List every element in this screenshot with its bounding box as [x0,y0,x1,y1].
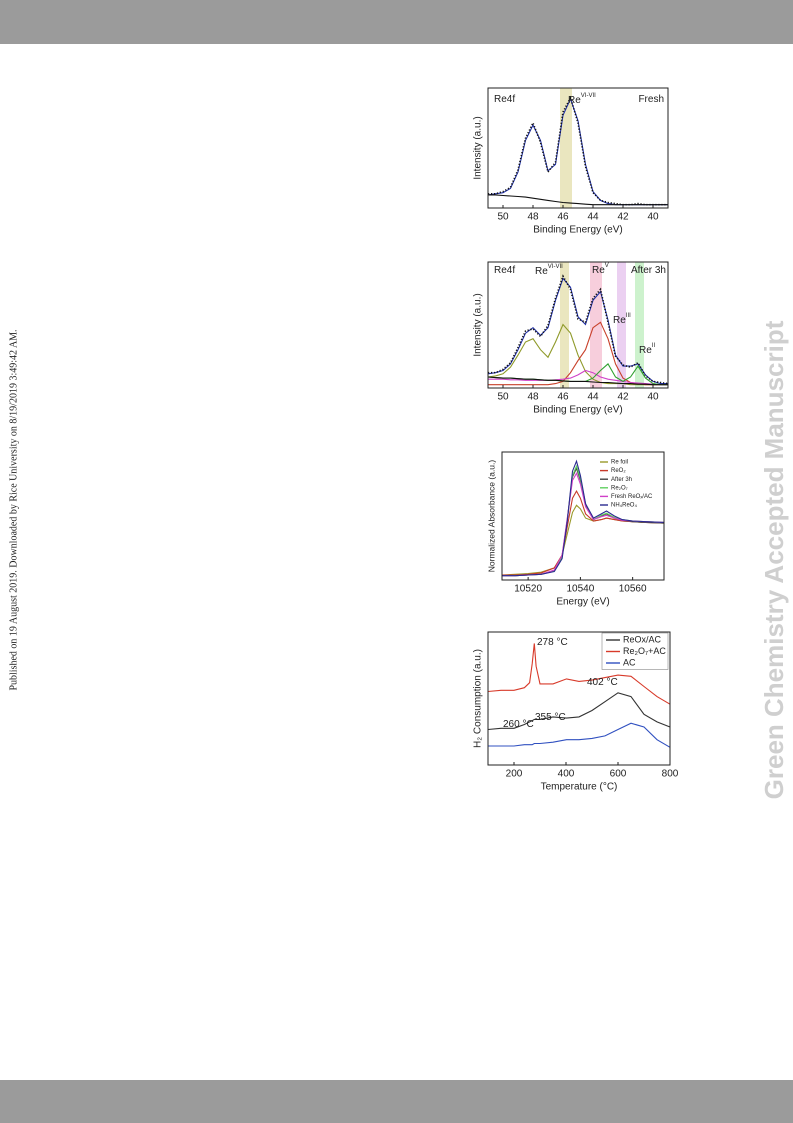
legend-label: ReO₂ [611,468,626,474]
annotation-text: 402 °C [587,677,618,688]
annotation: Re4f [494,94,515,105]
plot-frame [487,87,669,209]
x-tick-label: 40 [647,212,659,223]
chart: 50 48 46 44 42 40 Binding Energy (eV) Intensity… [473,261,669,416]
legend-label: ReOx/AC [623,634,662,644]
data-line [488,95,668,206]
x-axis-label: Energy (eV) [556,597,609,608]
annotation-text: Re [592,265,605,276]
annotation-superscript: VI-VII [581,93,596,99]
x-tick-label: 10520 [514,584,542,595]
x-tick-label: 42 [617,212,629,223]
data-line [488,194,668,206]
data-line [487,376,668,386]
annotation-text: Fresh [638,94,664,105]
annotation: ReV [592,263,609,276]
download-note: Published on 19 August 2019. Downloaded … [8,329,19,690]
legend-label: Re foil [611,460,628,466]
annotation: 260 °C [503,719,534,730]
x-tick-label: 800 [662,769,679,780]
x-tick-label: 50 [497,392,509,403]
legend-label: NH₄ReO₄ [611,503,637,509]
x-tick-label: 40 [647,392,659,403]
x-tick-label: 200 [506,769,523,780]
annotation-superscript: V [605,263,609,269]
chart: 200 400 600 800 Temperature (°C) H₂ Consumpti… [473,631,679,793]
annotation: Fresh [638,94,664,105]
annotation-text: Re [568,95,581,106]
data-line [488,274,669,385]
y-axis-label: H₂ Consumption (a.u.) [473,649,484,748]
data-line [487,643,671,705]
x-axis-label: Temperature (°C) [541,782,618,793]
annotation-text: 355 °C [535,712,566,723]
data-line [488,369,668,386]
annotation-text: Re [613,315,626,326]
x-tick-label: 50 [497,212,509,223]
legend-label: Fresh ReOₓ/AC [611,494,653,500]
annotation-text: Re [535,266,548,277]
plot-frame [487,631,671,766]
highlight-band [635,262,644,388]
plot-frame [501,451,665,581]
data-line [501,504,665,576]
annotation-text: Re [639,345,652,356]
annotation: Re4f [494,265,515,276]
annotation: 355 °C [535,712,566,723]
data-line [487,277,668,385]
chart: 10520 10540 10560 Energy (eV) Normalized Abs… [486,451,665,608]
annotation-superscript: III [626,313,631,319]
data-line [502,466,665,577]
x-axis-label: Binding Energy (eV) [533,225,623,236]
annotation-text: 278 °C [537,637,568,648]
x-tick-label: 10560 [619,584,647,595]
chart: 50 48 46 44 42 40 Binding Energy (eV) Intensity… [473,87,669,236]
annotation: ReIII [613,313,631,326]
data-line [487,97,668,206]
annotation-text: 260 °C [503,719,534,730]
x-tick-label: 48 [527,212,539,223]
x-tick-label: 400 [558,769,575,780]
data-line [502,489,665,576]
annotation-text: After 3h [631,265,666,276]
footer-bar [0,1080,793,1123]
annotation: ReVI-VII [568,93,596,106]
y-axis-label: Intensity (a.u.) [473,116,484,179]
legend-label: Re₂O₇ [611,485,628,491]
legend-label: Re₂O₇+AC [623,646,666,656]
header-bar [0,0,793,44]
x-tick-label: 46 [557,392,569,403]
annotation-text: Re4f [494,94,515,105]
highlight-band [560,262,569,388]
highlight-band [617,262,626,388]
data-line [488,722,671,748]
data-line [502,459,665,577]
x-tick-label: 46 [557,212,569,223]
x-tick-label: 10540 [566,584,594,595]
annotation: 278 °C [537,637,568,648]
annotation: ReVI-VII [535,264,563,277]
x-tick-label: 42 [617,392,629,403]
x-axis-label: Binding Energy (eV) [533,405,623,416]
y-axis-label: Intensity (a.u.) [473,293,484,356]
annotation-superscript: II [652,343,656,349]
annotation-superscript: VI-VII [548,264,563,270]
data-line [487,692,671,731]
legend-label: AC [623,657,636,667]
y-axis-label: Normalized Absorbance (a.u.) [486,460,496,573]
plot-frame [487,261,669,389]
annotation: ReII [639,343,655,356]
annotation: 402 °C [587,677,618,688]
x-tick-label: 600 [610,769,627,780]
x-tick-label: 44 [587,392,599,403]
annotation-text: Re4f [494,265,515,276]
watermark: Green Chemistry Accepted Manuscript [759,320,789,799]
x-tick-label: 44 [587,212,599,223]
annotation: After 3h [631,265,666,276]
legend-label: After 3h [611,477,632,483]
x-tick-label: 48 [527,392,539,403]
